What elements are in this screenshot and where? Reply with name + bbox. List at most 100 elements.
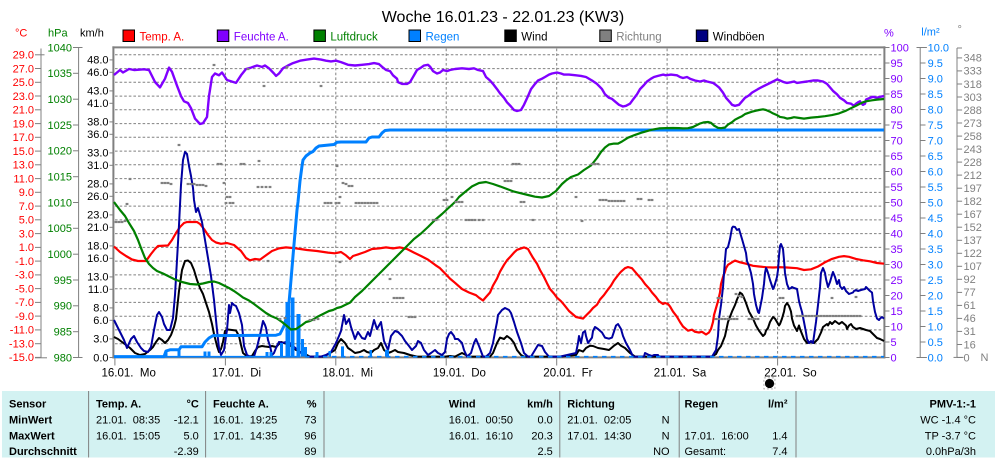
svg-text:Feuchte A.: Feuchte A. [213,399,269,411]
svg-text:-3.0: -3.0 [15,270,34,282]
svg-text:Luftdruck: Luftdruck [330,31,378,43]
svg-text:40: 40 [891,228,903,240]
svg-text:27.0: 27.0 [13,63,34,75]
svg-text:995: 995 [54,275,72,287]
svg-text:0: 0 [891,352,897,364]
svg-text:21.0: 21.0 [13,105,34,117]
svg-text:107: 107 [964,261,982,273]
svg-text:197: 197 [964,183,982,195]
svg-text:4.5: 4.5 [928,213,943,225]
svg-text:4.0: 4.0 [928,228,943,240]
svg-text:%: % [307,399,317,411]
svg-text:0: 0 [964,352,970,364]
svg-text:1025: 1025 [48,120,72,132]
svg-text:77: 77 [964,287,976,299]
svg-text:5.0: 5.0 [19,215,34,227]
svg-text:7.0: 7.0 [19,201,34,213]
svg-text:Regen: Regen [685,399,719,411]
svg-text:l/m²: l/m² [768,399,788,411]
svg-text:100: 100 [891,42,909,54]
svg-text:6.0: 6.0 [928,166,943,178]
svg-text:3.5: 3.5 [928,244,943,256]
svg-text:22.01. So: 22.01. So [764,367,816,379]
svg-text:20.01. Fr: 20.01. Fr [543,367,592,379]
svg-text:61: 61 [964,300,976,312]
svg-text:1.4: 1.4 [772,431,787,443]
svg-text:1020: 1020 [48,146,72,158]
svg-text:0.0: 0.0 [93,352,108,364]
svg-text:0.0: 0.0 [538,415,553,427]
svg-text:Sensor: Sensor [9,399,47,411]
svg-text:7.0: 7.0 [928,135,943,147]
svg-text:2.0: 2.0 [928,290,943,302]
svg-text:70: 70 [891,135,903,147]
svg-text:Temp. A.: Temp. A. [96,399,141,411]
svg-text:1015: 1015 [48,172,72,184]
svg-text:1040: 1040 [48,42,72,54]
svg-text:8.5: 8.5 [928,89,943,101]
svg-text:8.0: 8.0 [93,303,108,315]
svg-text:6.0: 6.0 [93,315,108,327]
svg-text:Windböen: Windböen [713,31,765,43]
svg-text:243: 243 [964,144,982,156]
svg-text:Woche 16.01.23 - 22.01.23 (KW3: Woche 16.01.23 - 22.01.23 (KW3) [382,9,625,26]
svg-text:19.01. Do: 19.01. Do [433,367,486,379]
svg-text:26.0: 26.0 [87,191,108,203]
svg-text:5: 5 [891,337,897,349]
svg-text:35: 35 [891,244,903,256]
svg-text:Wind: Wind [521,31,547,43]
svg-text:N: N [662,431,670,443]
svg-text:20: 20 [891,290,903,302]
svg-text:Wind: Wind [449,399,476,411]
svg-text:29.0: 29.0 [13,50,34,62]
svg-text:16.01. 16:10: 16.01. 16:10 [449,431,513,443]
svg-text:25.0: 25.0 [13,77,34,89]
svg-text:Durchschnitt: Durchschnitt [9,446,77,458]
svg-text:1035: 1035 [48,68,72,80]
svg-text:10.0: 10.0 [928,42,949,54]
svg-text:16: 16 [964,339,976,351]
svg-text:46.0: 46.0 [87,67,108,79]
svg-text:21.0: 21.0 [87,222,108,234]
svg-text:3.0: 3.0 [93,334,108,346]
svg-text:7.5: 7.5 [928,120,943,132]
svg-text:16.01. 15:05: 16.01. 15:05 [96,431,160,443]
svg-text:990: 990 [54,301,72,313]
svg-text:45: 45 [891,213,903,225]
svg-text:33.0: 33.0 [87,148,108,160]
svg-text:3.0: 3.0 [19,228,34,240]
svg-text:9.5: 9.5 [928,58,943,70]
svg-text:20.3: 20.3 [531,431,552,443]
svg-text:2.5: 2.5 [538,446,553,458]
svg-text:17.01. Di: 17.01. Di [212,367,261,379]
svg-text:N: N [981,352,989,364]
svg-text:75: 75 [891,120,903,132]
svg-text:90: 90 [891,73,903,85]
svg-text:3.0: 3.0 [928,259,943,271]
svg-text:48.0: 48.0 [87,55,108,67]
svg-text:92: 92 [964,274,976,286]
svg-text:11.0: 11.0 [88,284,109,296]
svg-text:43.0: 43.0 [87,86,108,98]
svg-text:1000: 1000 [48,249,72,261]
svg-text:Gesamt:: Gesamt: [685,446,727,458]
svg-text:5.5: 5.5 [928,182,943,194]
svg-text:-1.0: -1.0 [15,256,34,268]
svg-text:16.01. 19:25: 16.01. 19:25 [213,415,277,427]
svg-text:10: 10 [891,321,903,333]
svg-text:18.01. Mi: 18.01. Mi [322,367,373,379]
svg-text:318: 318 [964,79,982,91]
svg-text:Regen: Regen [426,31,460,43]
svg-text:303: 303 [964,92,982,104]
svg-text:9.0: 9.0 [19,187,34,199]
svg-text:31: 31 [964,326,976,338]
svg-text:23.0: 23.0 [87,210,108,222]
svg-text:-9.0: -9.0 [15,311,34,323]
svg-text:WC -1.4 °C: WC -1.4 °C [920,415,976,427]
svg-text:16.01. 00:50: 16.01. 00:50 [449,415,513,427]
svg-text:5.0: 5.0 [928,197,943,209]
svg-text:1010: 1010 [48,197,72,209]
svg-text:16.0: 16.0 [87,253,108,265]
svg-text:°C: °C [186,399,198,411]
svg-text:50: 50 [891,197,903,209]
